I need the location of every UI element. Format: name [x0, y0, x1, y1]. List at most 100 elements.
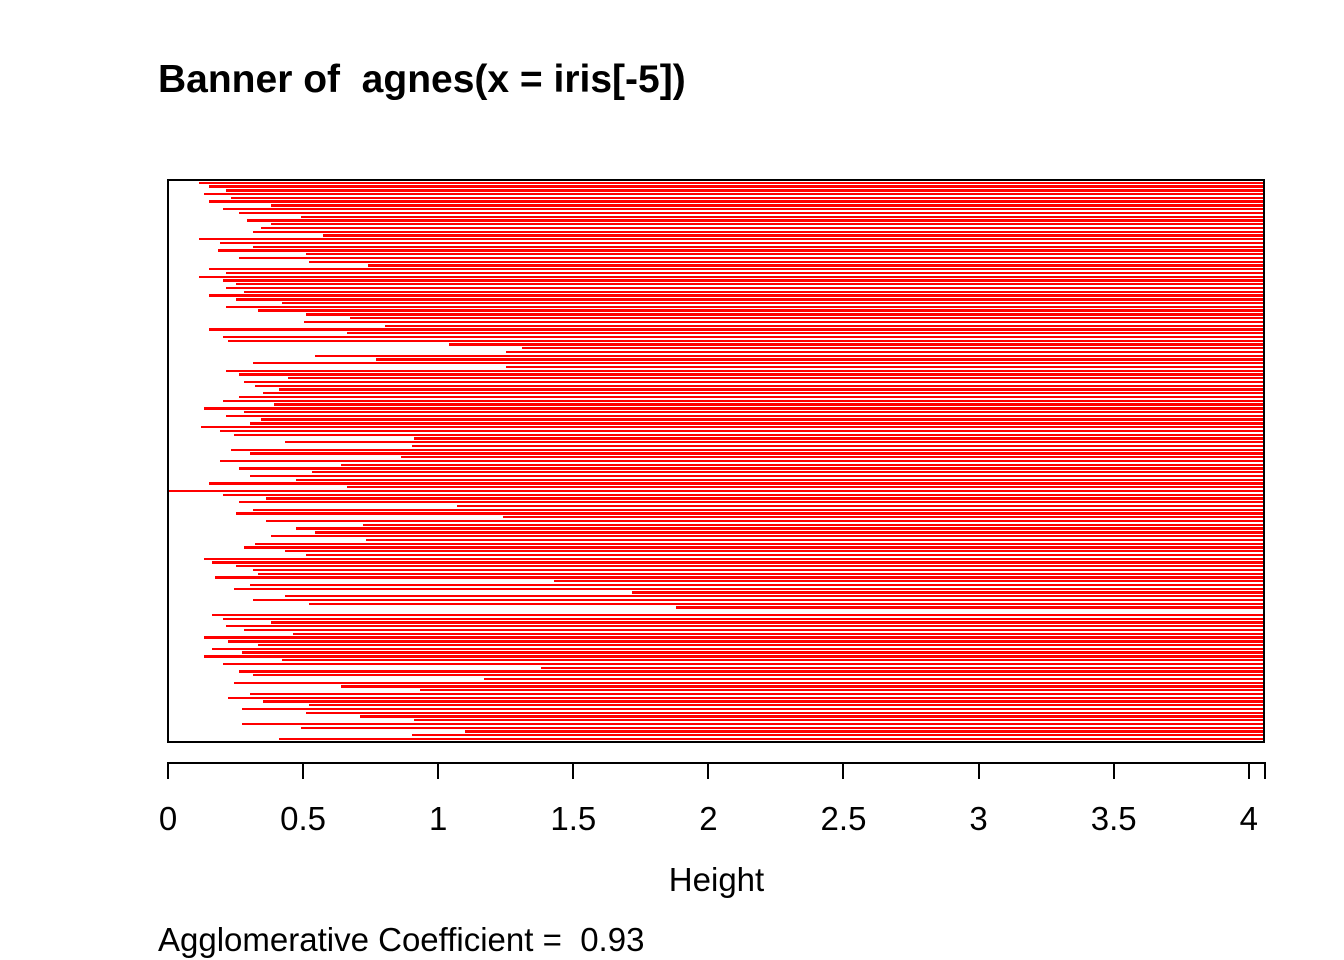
banner-bar [230, 196, 1263, 200]
x-axis-tick [1247, 762, 1250, 779]
banner-bar [233, 681, 1263, 684]
banner-bar [252, 568, 1263, 572]
banner-bar [204, 192, 1263, 196]
banner-bar [360, 715, 1263, 718]
banner-bar [376, 358, 1263, 361]
banner-bar [228, 339, 1263, 342]
banner-bar [309, 704, 1263, 707]
banner-bar [244, 290, 1263, 293]
banner-bar [249, 474, 1263, 478]
banner-bar [301, 726, 1263, 729]
banner-bar [212, 647, 1263, 651]
banner-bar [225, 414, 1263, 418]
banner-bar [675, 606, 1263, 609]
banner-bar [260, 226, 1263, 230]
banner-bar [241, 722, 1263, 726]
banner-bar [414, 719, 1263, 722]
banner-bar [222, 335, 1263, 339]
banner-bar [306, 253, 1263, 256]
banner-bar [198, 275, 1263, 278]
banner-bar [457, 504, 1263, 508]
banner-bar [209, 268, 1263, 271]
banner-bar [239, 256, 1263, 260]
banner-bar [198, 181, 1263, 184]
banner-bar [244, 410, 1263, 414]
banner-bar [306, 711, 1263, 714]
x-axis-tick-label: 0 [158, 800, 178, 837]
banner-bar [284, 441, 1263, 444]
banner-bar [284, 595, 1263, 598]
banner-bar [282, 659, 1263, 662]
banner-bar [220, 429, 1263, 433]
x-axis-tick [842, 762, 845, 779]
banner-bar [346, 332, 1263, 335]
banner-bar [249, 452, 1263, 455]
x-axis-tick-label: 0.5 [280, 800, 327, 837]
banner-bar [252, 674, 1263, 677]
banner-bar [222, 617, 1263, 620]
banner-bar [220, 459, 1263, 463]
banner-bar [311, 471, 1263, 474]
banner-bar [274, 403, 1263, 406]
banner-bar [249, 583, 1263, 587]
banner-bar [239, 395, 1263, 399]
banner-bar [169, 489, 1263, 493]
banner-bar [365, 538, 1263, 542]
x-axis-label: Height [668, 861, 765, 898]
banner-bar [271, 621, 1263, 624]
banner-bar [554, 580, 1263, 583]
banner-bar [236, 298, 1263, 301]
banner-bar [209, 185, 1263, 188]
banner-bar [400, 456, 1263, 459]
banner-bar [244, 628, 1263, 632]
plot-area [167, 179, 1265, 743]
banner-bar [236, 512, 1263, 515]
banner-bar [260, 418, 1263, 421]
banner-bar [411, 444, 1263, 448]
banner-bar [204, 407, 1263, 410]
x-axis-tick-label: 1.5 [550, 800, 597, 837]
banner-bar [632, 591, 1263, 594]
banner-bar [540, 666, 1263, 669]
banner-bar [303, 320, 1263, 324]
x-axis-tick [572, 762, 575, 779]
banner-bar [292, 632, 1263, 635]
banner-bar [204, 655, 1263, 658]
banner-bar [222, 279, 1263, 282]
banner-bar [236, 283, 1263, 286]
banner-bar [255, 384, 1263, 387]
banner-bar [241, 651, 1263, 654]
banner-bar [263, 700, 1263, 703]
banner-bar [505, 350, 1263, 354]
banner-bar [301, 215, 1263, 218]
x-axis-tick-label: 3 [969, 800, 988, 837]
banner-bar [225, 271, 1263, 275]
banner-bar [266, 497, 1263, 500]
banner-bar [204, 557, 1263, 560]
banner-bar [230, 448, 1263, 451]
banner-bar [287, 377, 1263, 380]
banner-bar [309, 602, 1263, 605]
banner-bar [282, 301, 1263, 305]
x-axis-tick-label: 2.5 [820, 800, 867, 837]
x-axis-tick-label: 4 [1239, 800, 1258, 837]
banner-bar [252, 598, 1263, 602]
banner-bar [209, 294, 1263, 297]
x-axis-line [168, 762, 1265, 764]
banner-bar [414, 437, 1263, 440]
banner-bar [419, 689, 1263, 692]
x-axis-tick [437, 762, 440, 779]
x-axis-tick [302, 762, 305, 779]
banner-bar [252, 230, 1263, 233]
chart-title: Banner of agnes(x = iris[-5]) [158, 58, 686, 101]
banner-bar [209, 482, 1263, 485]
banner-bar [384, 324, 1263, 327]
banner-bar [314, 354, 1263, 357]
banner-bar [239, 373, 1263, 376]
banner-bar [201, 425, 1263, 429]
banner-bar [228, 696, 1263, 699]
banner-bar [279, 388, 1263, 391]
banner-bar [198, 238, 1263, 241]
banner-bar [239, 211, 1263, 215]
banner-bar [295, 527, 1263, 530]
